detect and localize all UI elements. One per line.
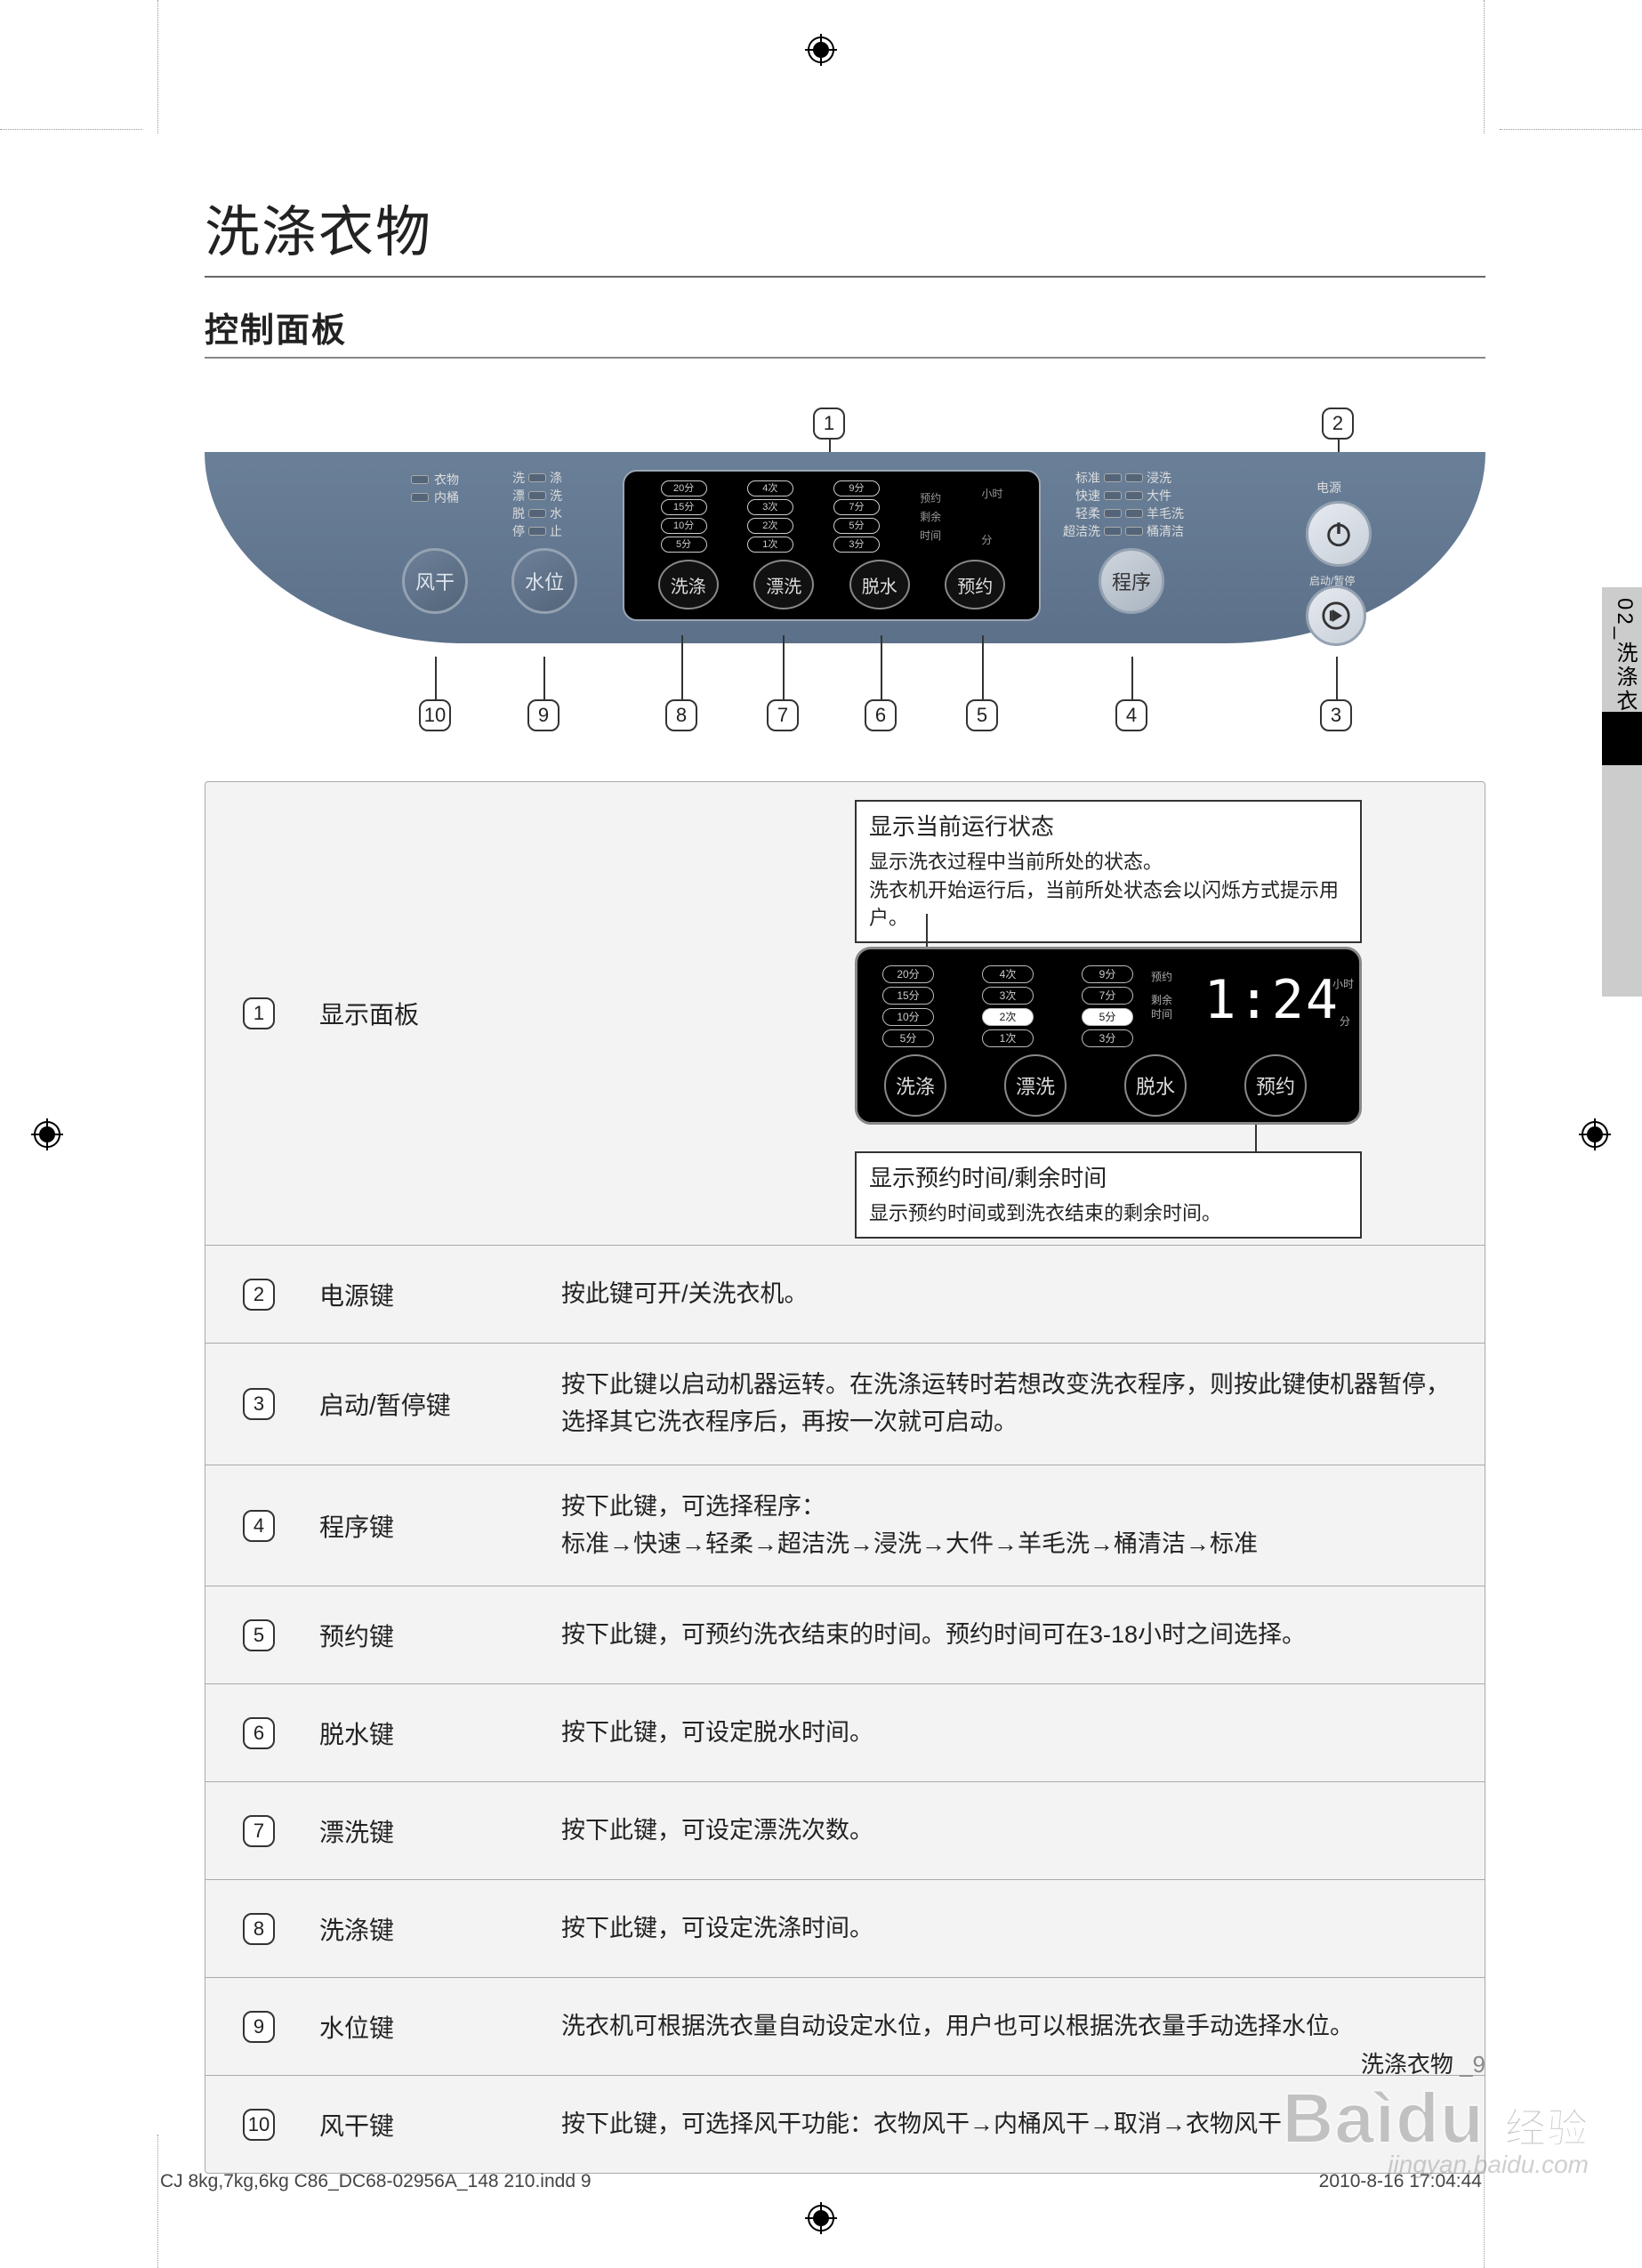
panel-body: 衣物 内桶 洗涤 漂洗 脱水 停止 20分 15分 10分 5分 [205, 452, 1485, 643]
row-label: 洗涤键 [319, 1911, 394, 1947]
table-row: 8 洗涤键 按下此键，可设定洗涤时间。 [205, 1879, 1485, 1977]
row-desc: 洗衣机可根据洗衣量自动设定水位，用户也可以根据洗衣量手动选择水位。 [561, 2008, 1458, 2046]
table-row: 7 漂洗键 按下此键，可设定漂洗次数。 [205, 1781, 1485, 1879]
row-label: 程序键 [319, 1508, 394, 1544]
side-tab-label: 02_洗涤衣物 [1609, 598, 1640, 738]
table-row: 4 程序键 按下此键，可选择程序： 标准→快速→轻柔→超洁洗→浸洗→大件→羊毛洗… [205, 1465, 1485, 1586]
row-desc: 按下此键，可设定洗涤时间。 [561, 1910, 1458, 1948]
watermark: Baìdu 经验 jingyan.baidu.com [1283, 2078, 1589, 2179]
play-pause-icon [1321, 601, 1351, 631]
r1-box-top: 显示当前运行状态 显示洗衣过程中当前所处的状态。 洗衣机开始运行后，当前所处状态… [855, 800, 1362, 943]
print-filename: CJ 8kg,7kg,6kg C86_DC68-02956A_148 210.i… [160, 2171, 592, 2192]
r1-display: 20分 15分 10分 5分 4次 3次 2次 1次 9分 7分 5分 [855, 947, 1362, 1125]
side-tab: 02_洗涤衣物 [1602, 587, 1642, 997]
row-label: 漂洗键 [319, 1813, 394, 1849]
table-row: 1 显示面板 显示当前运行状态 显示洗衣过程中当前所处的状态。 洗衣机开始运行后… [205, 782, 1485, 1245]
table-row: 9 水位键 洗衣机可根据洗衣量自动设定水位，用户也可以根据洗衣量手动选择水位。 [205, 1977, 1485, 2075]
ind-right: 标准浸洗 快速大件 轻柔羊毛洗 超洁洗桶清洁 [1063, 468, 1232, 541]
row-label: 启动/暂停键 [319, 1386, 451, 1422]
btn-power [1306, 501, 1372, 567]
callout-2: 2 [1322, 408, 1354, 440]
row-label: 显示面板 [319, 996, 419, 1031]
callout-bottom: 10 9 8 7 6 5 4 3 [205, 683, 1485, 732]
cut-guide [157, 0, 158, 133]
ind-left: 衣物 内桶 [411, 470, 459, 507]
btn-water: 水位 [511, 548, 577, 614]
disp-btn-spin: 脱水 [849, 560, 910, 609]
row-label: 电源键 [319, 1277, 394, 1312]
sample-time: 1:24 [1204, 969, 1340, 1031]
reg-bottom [805, 2202, 837, 2234]
row-desc: 按下此键，可预约洗衣结束的时间。预约时间可在3-18小时之间选择。 [561, 1617, 1458, 1654]
cut-guide [0, 129, 142, 130]
row-desc: 按下此键，可设定漂洗次数。 [561, 1812, 1458, 1850]
row-label: 风干键 [319, 2107, 394, 2143]
page-footer: 洗涤衣物 _9 [1361, 2046, 1485, 2079]
row-num: 1 [243, 997, 275, 1029]
btn-program: 程序 [1099, 548, 1164, 614]
row-desc: 按下此键，可选择程序： 标准→快速→轻柔→超洁洗→浸洗→大件→羊毛洗→桶清洁→标… [561, 1489, 1458, 1563]
ind-level: 洗涤 漂洗 脱水 停止 [512, 468, 562, 541]
callout-1: 1 [813, 408, 845, 440]
row1-figure: 显示当前运行状态 显示洗衣过程中当前所处的状态。 洗衣机开始运行后，当前所处状态… [704, 809, 1458, 1218]
cut-guide [1500, 129, 1642, 130]
row-desc: 按下此键，可设定脱水时间。 [561, 1715, 1458, 1752]
disp-btn-wash: 洗涤 [658, 560, 719, 609]
row-num: 10 [243, 2109, 275, 2141]
row-desc: 按此键可开/关洗衣机。 [561, 1276, 1458, 1313]
row-num: 2 [243, 1279, 275, 1311]
row-label: 预约键 [319, 1618, 394, 1653]
row-num: 9 [243, 2011, 275, 2043]
table-row: 3 启动/暂停键 按下此键以启动机器运转。在洗涤运转时若想改变洗衣程序，则按此键… [205, 1343, 1485, 1465]
page-content: 洗涤衣物 控制面板 1 2 衣物 内桶 洗涤 漂洗 脱水 停止 [205, 187, 1485, 2174]
section-title: 控制面板 [205, 303, 1485, 359]
power-label: 电源 [1316, 479, 1341, 496]
row-num: 3 [243, 1388, 275, 1420]
table-row: 5 预约键 按下此键，可预约洗衣结束的时间。预约时间可在3-18小时之间选择。 [205, 1586, 1485, 1683]
cut-guide [157, 2135, 158, 2268]
row-label: 水位键 [319, 2009, 394, 2045]
row-label: 脱水键 [319, 1715, 394, 1751]
row-num: 5 [243, 1619, 275, 1651]
r1-box-bottom: 显示预约时间/剩余时间 显示预约时间或到洗衣结束的剩余时间。 [855, 1151, 1362, 1239]
reg-top [805, 34, 837, 66]
disp-btn-reserve: 预约 [945, 560, 1005, 609]
control-panel-diagram: 1 2 衣物 内桶 洗涤 漂洗 脱水 停止 20 [205, 408, 1485, 737]
row-desc: 按下此键以启动机器运转。在洗涤运转时若想改变洗衣程序，则按此键使机器暂停，选择其… [561, 1367, 1458, 1441]
table-row: 2 电源键 按此键可开/关洗衣机。 [205, 1245, 1485, 1343]
description-table: 1 显示面板 显示当前运行状态 显示洗衣过程中当前所处的状态。 洗衣机开始运行后… [205, 781, 1485, 2174]
btn-start-pause [1306, 585, 1366, 646]
row-num: 6 [243, 1717, 275, 1749]
panel-display: 20分 15分 10分 5分 4次 3次 2次 1次 9分 7分 5分 [623, 470, 1041, 621]
cut-guide [1484, 0, 1485, 133]
disp-btn-rinse: 漂洗 [753, 560, 814, 609]
btn-dry: 风干 [402, 548, 468, 614]
row-num: 7 [243, 1815, 275, 1847]
power-icon [1324, 519, 1354, 549]
row-num: 8 [243, 1913, 275, 1945]
row-num: 4 [243, 1510, 275, 1542]
table-row: 6 脱水键 按下此键，可设定脱水时间。 [205, 1683, 1485, 1781]
reg-right [1579, 1118, 1611, 1150]
reg-left [31, 1118, 63, 1150]
page-title: 洗涤衣物 [205, 187, 1485, 278]
